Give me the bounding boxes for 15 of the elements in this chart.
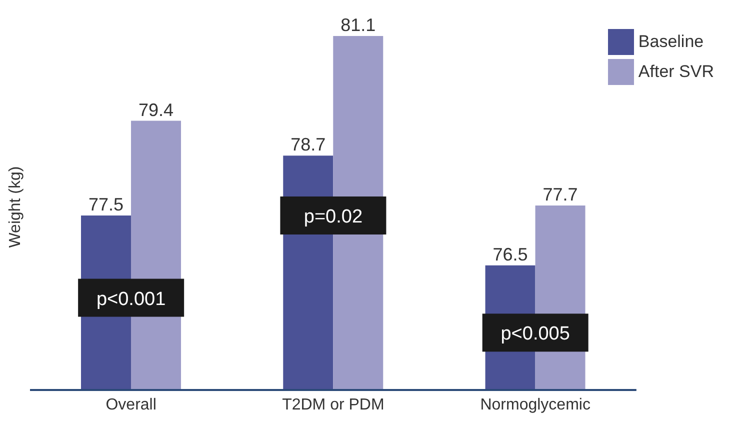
- legend-label: Baseline: [638, 31, 704, 53]
- data-label: 76.5: [492, 244, 528, 264]
- data-label: 77.5: [88, 194, 124, 214]
- data-label: 79.4: [138, 100, 174, 120]
- data-label: 78.7: [290, 134, 326, 155]
- x-tick-label: T2DM or PDM: [282, 396, 384, 414]
- annotation: p=0.02: [304, 206, 363, 228]
- data-label: 77.7: [542, 184, 578, 205]
- x-tick-label: Overall: [106, 396, 156, 414]
- y-axis-title: Weight (kg): [7, 165, 25, 250]
- annotation: p<0.001: [96, 288, 166, 310]
- x-tick-label: Normoglycemic: [480, 396, 590, 414]
- data-label: 81.1: [340, 15, 376, 35]
- annotation: p<0.005: [500, 324, 570, 345]
- legend-label: After SVR: [638, 61, 714, 83]
